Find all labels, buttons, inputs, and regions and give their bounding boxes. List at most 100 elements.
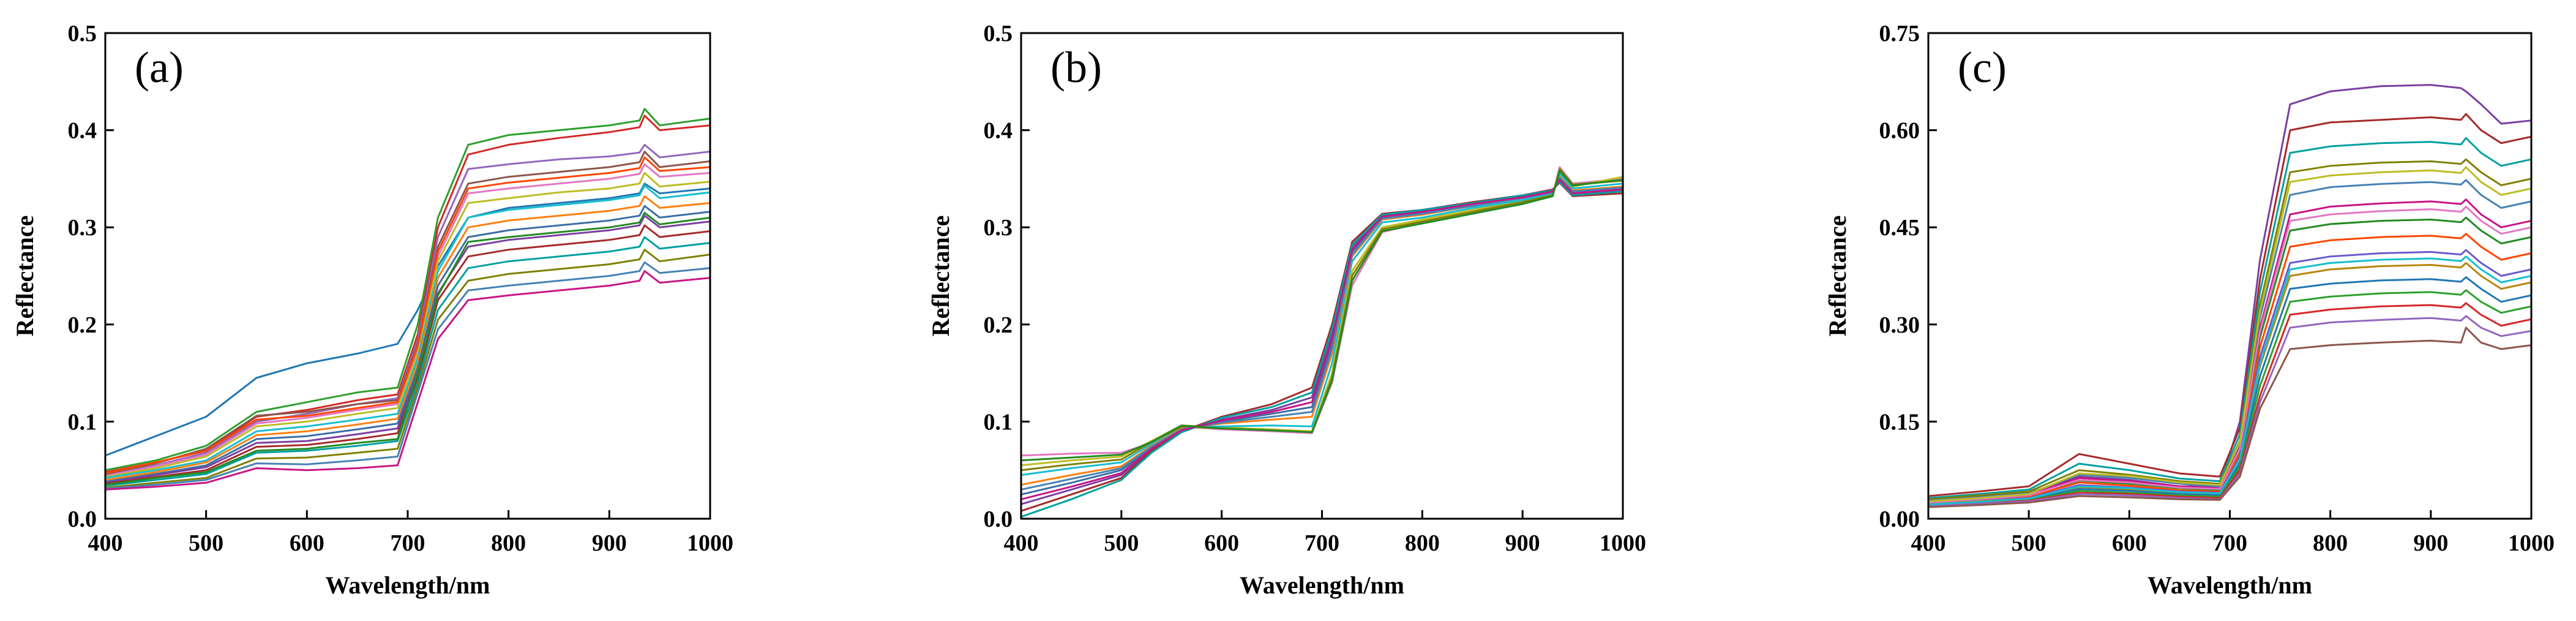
series-line-18	[105, 156, 710, 474]
series-line-2	[1928, 113, 2531, 497]
panel-label: (c)	[1958, 43, 2007, 92]
y-tick-label: 0.45	[1879, 215, 1920, 241]
series-line-11	[1928, 276, 2531, 506]
series-line-5	[1021, 178, 1623, 495]
x-tick-label: 400	[1004, 530, 1039, 556]
series-group	[1021, 166, 1623, 518]
series-line-9	[1928, 249, 2531, 505]
series-line-8	[1928, 233, 2531, 504]
y-tick-label: 0.2	[68, 312, 97, 338]
y-tick-label: 0.00	[1879, 506, 1920, 532]
series-line-1	[1021, 166, 1623, 457]
series-line-16	[1928, 205, 2531, 504]
x-axis-title: Wavelength/nm	[1240, 571, 1404, 599]
x-tick-label: 700	[2212, 530, 2247, 556]
series-line-17	[1928, 166, 2531, 502]
series-line-3	[105, 115, 710, 473]
y-tick-label: 0.4	[984, 118, 1013, 144]
x-tick-label: 900	[1505, 530, 1540, 556]
x-tick-label: 600	[2112, 530, 2147, 556]
series-group	[1928, 84, 2531, 508]
y-tick-label: 0.5	[68, 21, 97, 47]
x-tick-label: 800	[2313, 530, 2348, 556]
series-line-3	[1021, 173, 1623, 476]
series-line-12	[1928, 289, 2531, 506]
plot-frame	[1927, 32, 2533, 520]
series-line-10	[1021, 176, 1623, 491]
series-line-1	[1928, 84, 2531, 500]
x-axis-title: Wavelength/nm	[2147, 571, 2312, 599]
plot-frame	[1020, 32, 1624, 520]
series-line-8	[105, 184, 710, 479]
series-line-2	[105, 108, 710, 472]
panel-label: (b)	[1050, 43, 1102, 92]
y-tick-label: 0.0	[984, 506, 1013, 532]
y-axis-title: Reflectance	[11, 216, 39, 337]
series-line-14	[105, 249, 710, 489]
y-tick-label: 0.1	[68, 409, 97, 435]
series-line-7	[1021, 181, 1623, 512]
series-line-18	[1928, 255, 2531, 506]
x-tick-label: 1000	[2508, 530, 2555, 556]
series-line-4	[1021, 176, 1623, 486]
series-line-3	[1928, 137, 2531, 499]
panel-label: (a)	[135, 43, 184, 92]
series-line-15	[1928, 326, 2531, 508]
x-tick-label: 900	[2413, 530, 2448, 556]
x-tick-label: 600	[1204, 530, 1239, 556]
y-axis-title: Reflectance	[1824, 216, 1851, 337]
y-axis-title: Reflectance	[927, 216, 954, 337]
y-tick-label: 0.3	[68, 215, 97, 241]
series-group	[105, 108, 710, 491]
y-tick-label: 0.2	[984, 312, 1013, 338]
series-line-9	[1021, 168, 1623, 472]
series-line-12	[105, 224, 710, 485]
x-tick-label: 500	[1104, 530, 1139, 556]
x-tick-label: 1000	[1600, 530, 1646, 556]
series-line-17	[105, 211, 710, 486]
y-tick-label: 0.5	[984, 21, 1013, 47]
series-line-11	[1021, 179, 1623, 500]
series-line-4	[1928, 158, 2531, 500]
series-line-13	[105, 236, 710, 487]
series-line-2	[1021, 170, 1623, 467]
x-axis-title: Wavelength/nm	[326, 571, 490, 599]
series-line-5	[105, 151, 710, 475]
series-line-14	[1928, 315, 2531, 507]
series-line-8	[1021, 181, 1623, 518]
x-tick-label: 700	[391, 530, 425, 556]
x-tick-label: 900	[592, 530, 627, 556]
series-line-1	[105, 183, 710, 457]
y-tick-label: 0.0	[68, 506, 97, 532]
series-line-4	[105, 143, 710, 476]
series-line-11	[105, 214, 710, 484]
chart-panel-1: 400 500 600 700 800 900 1000 0.0 0.1 0.2 0.3 0.4 0.5…	[11, 21, 733, 599]
series-line-13	[1928, 302, 2531, 507]
x-tick-label: 400	[88, 530, 123, 556]
y-tick-label: 0.15	[1879, 409, 1920, 435]
y-tick-label: 0.60	[1879, 118, 1920, 144]
x-tick-label: 500	[2012, 530, 2046, 556]
series-line-6	[1928, 198, 2531, 502]
x-tick-label: 500	[189, 530, 223, 556]
x-tick-label: 400	[1911, 530, 1946, 556]
series-line-7	[105, 171, 710, 478]
chart-panel-3: 400 500 600 700 800 900 1000 0.00 0.15 0.30 0.45 0.…	[1824, 21, 2555, 599]
x-tick-label: 700	[1305, 530, 1339, 556]
series-line-15	[105, 261, 710, 490]
series-line-16	[105, 270, 710, 491]
x-tick-label: 800	[491, 530, 526, 556]
series-line-6	[105, 163, 710, 477]
y-tick-label: 0.3	[984, 215, 1013, 241]
chart-panel-2: 400 500 600 700 800 900 1000 0.0 0.1 0.2 0.3 0.4 0.5…	[927, 21, 1646, 599]
y-tick-label: 0.75	[1879, 21, 1920, 47]
series-line-12	[1021, 170, 1623, 462]
y-tick-label: 0.30	[1879, 312, 1920, 338]
x-tick-label: 1000	[687, 530, 733, 556]
y-tick-label: 0.4	[68, 118, 97, 144]
x-tick-label: 800	[1405, 530, 1440, 556]
series-line-10	[105, 205, 710, 483]
y-tick-label: 0.1	[984, 409, 1013, 435]
series-line-9	[105, 195, 710, 481]
